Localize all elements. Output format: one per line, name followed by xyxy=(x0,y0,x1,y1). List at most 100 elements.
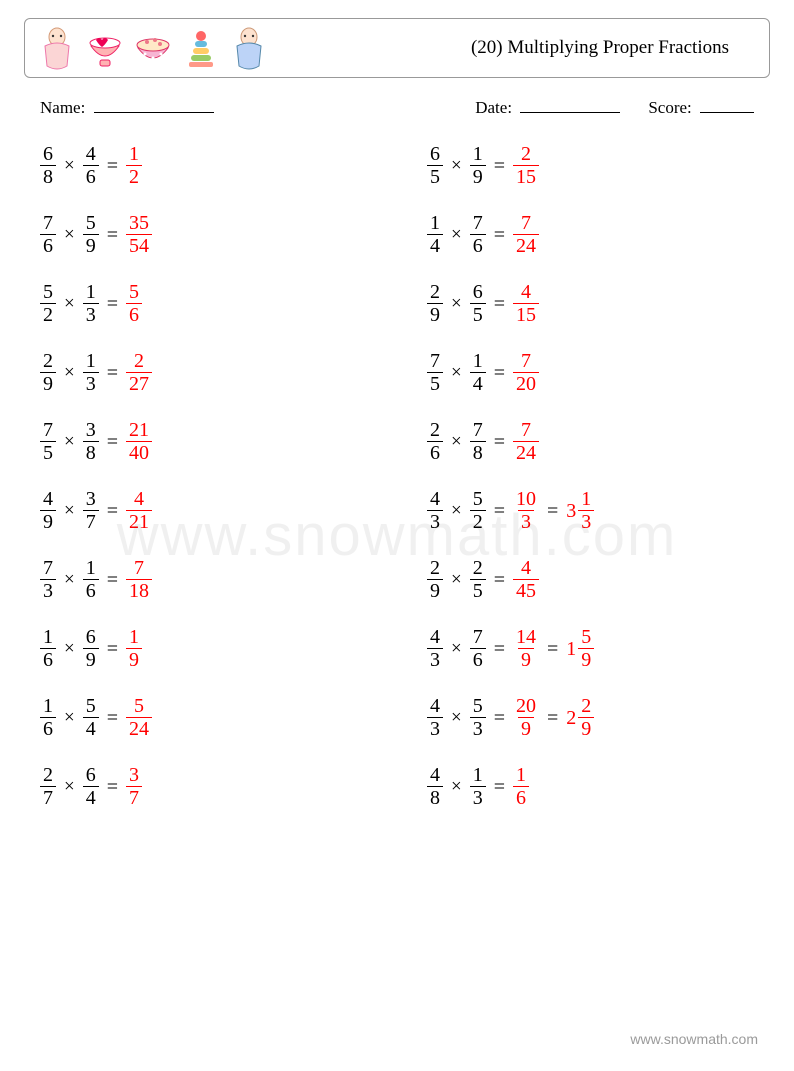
fraction: 52 xyxy=(40,282,56,325)
denominator: 3 xyxy=(40,579,56,601)
fraction: 43 xyxy=(427,489,443,532)
fraction: 209 xyxy=(513,696,539,739)
numerator: 2 xyxy=(470,558,486,579)
numerator: 1 xyxy=(40,696,56,717)
denominator: 27 xyxy=(126,372,152,394)
fraction: 29 xyxy=(578,696,594,739)
numerator: 7 xyxy=(518,213,534,234)
fraction: 227 xyxy=(126,351,152,394)
whole-part: 3 xyxy=(566,501,576,521)
numerator: 6 xyxy=(83,765,99,786)
numerator: 5 xyxy=(83,213,99,234)
numerator: 7 xyxy=(470,420,486,441)
problem: 49×37=421 xyxy=(40,489,367,532)
fraction: 49 xyxy=(40,489,56,532)
fraction: 76 xyxy=(470,213,486,256)
equals-sign: = xyxy=(494,225,505,245)
denominator: 6 xyxy=(83,579,99,601)
equals-sign: = xyxy=(547,639,558,659)
fraction: 37 xyxy=(83,489,99,532)
name-label: Name: xyxy=(40,98,85,117)
denominator: 9 xyxy=(427,303,443,325)
numerator: 5 xyxy=(470,489,486,510)
denominator: 9 xyxy=(518,648,534,670)
numerator: 20 xyxy=(513,696,539,717)
denominator: 6 xyxy=(40,234,56,256)
equals-sign: = xyxy=(107,570,118,590)
denominator: 5 xyxy=(427,165,443,187)
numerator: 4 xyxy=(83,144,99,165)
fraction: 65 xyxy=(470,282,486,325)
denominator: 6 xyxy=(40,648,56,670)
times-operator: × xyxy=(64,501,75,520)
fraction: 16 xyxy=(513,765,529,808)
denominator: 21 xyxy=(126,510,152,532)
times-operator: × xyxy=(64,432,75,451)
times-operator: × xyxy=(451,363,462,382)
times-operator: × xyxy=(64,294,75,313)
denominator: 9 xyxy=(578,717,594,739)
denominator: 9 xyxy=(40,510,56,532)
times-operator: × xyxy=(64,777,75,796)
numerator: 1 xyxy=(126,144,142,165)
denominator: 6 xyxy=(83,165,99,187)
denominator: 9 xyxy=(83,648,99,670)
date-label: Date: xyxy=(475,98,512,117)
problem: 68×46=12 xyxy=(40,144,367,187)
equals-sign: = xyxy=(107,156,118,176)
numerator: 1 xyxy=(40,627,56,648)
numerator: 7 xyxy=(518,351,534,372)
problem: 76×59=3554 xyxy=(40,213,367,256)
problems-column-1: 68×46=1276×59=355452×13=5629×13=22775×38… xyxy=(40,144,367,808)
fraction: 29 xyxy=(40,351,56,394)
stacking-rings-icon xyxy=(181,26,221,70)
denominator: 20 xyxy=(513,372,539,394)
fraction: 720 xyxy=(513,351,539,394)
fraction: 415 xyxy=(513,282,539,325)
times-operator: × xyxy=(451,156,462,175)
denominator: 9 xyxy=(83,234,99,256)
times-operator: × xyxy=(64,363,75,382)
score-field: Score: xyxy=(648,98,754,118)
fraction: 38 xyxy=(83,420,99,463)
times-operator: × xyxy=(64,708,75,727)
numerator: 7 xyxy=(518,420,534,441)
times-operator: × xyxy=(451,225,462,244)
fraction: 13 xyxy=(83,351,99,394)
numerator: 14 xyxy=(513,627,539,648)
score-blank xyxy=(700,112,754,113)
fraction: 524 xyxy=(126,696,152,739)
numerator: 10 xyxy=(513,489,539,510)
fraction: 46 xyxy=(83,144,99,187)
numerator: 2 xyxy=(578,696,594,717)
denominator: 2 xyxy=(470,510,486,532)
fraction: 149 xyxy=(513,627,539,670)
numerator: 1 xyxy=(470,351,486,372)
fraction: 26 xyxy=(427,420,443,463)
fraction: 52 xyxy=(470,489,486,532)
numerator: 2 xyxy=(427,558,443,579)
fraction: 59 xyxy=(578,627,594,670)
numerator: 2 xyxy=(518,144,534,165)
denominator: 3 xyxy=(427,648,443,670)
equals-sign: = xyxy=(494,570,505,590)
denominator: 24 xyxy=(513,441,539,463)
worksheet-title: (20) Multiplying Proper Fractions xyxy=(471,37,729,59)
numerator: 2 xyxy=(131,351,147,372)
denominator: 8 xyxy=(40,165,56,187)
denominator: 15 xyxy=(513,303,539,325)
problem: 48×13=16 xyxy=(427,765,754,808)
numerator: 1 xyxy=(470,765,486,786)
fraction: 75 xyxy=(40,420,56,463)
equals-sign: = xyxy=(107,363,118,383)
equals-sign: = xyxy=(107,501,118,521)
problem: 16×54=524 xyxy=(40,696,367,739)
whole-part: 2 xyxy=(566,708,576,728)
denominator: 9 xyxy=(427,579,443,601)
bowl-heart-icon xyxy=(85,26,125,70)
fraction: 724 xyxy=(513,420,539,463)
problem: 43×52=103=313 xyxy=(427,489,754,532)
problem: 27×64=37 xyxy=(40,765,367,808)
fraction: 25 xyxy=(470,558,486,601)
fraction: 14 xyxy=(427,213,443,256)
